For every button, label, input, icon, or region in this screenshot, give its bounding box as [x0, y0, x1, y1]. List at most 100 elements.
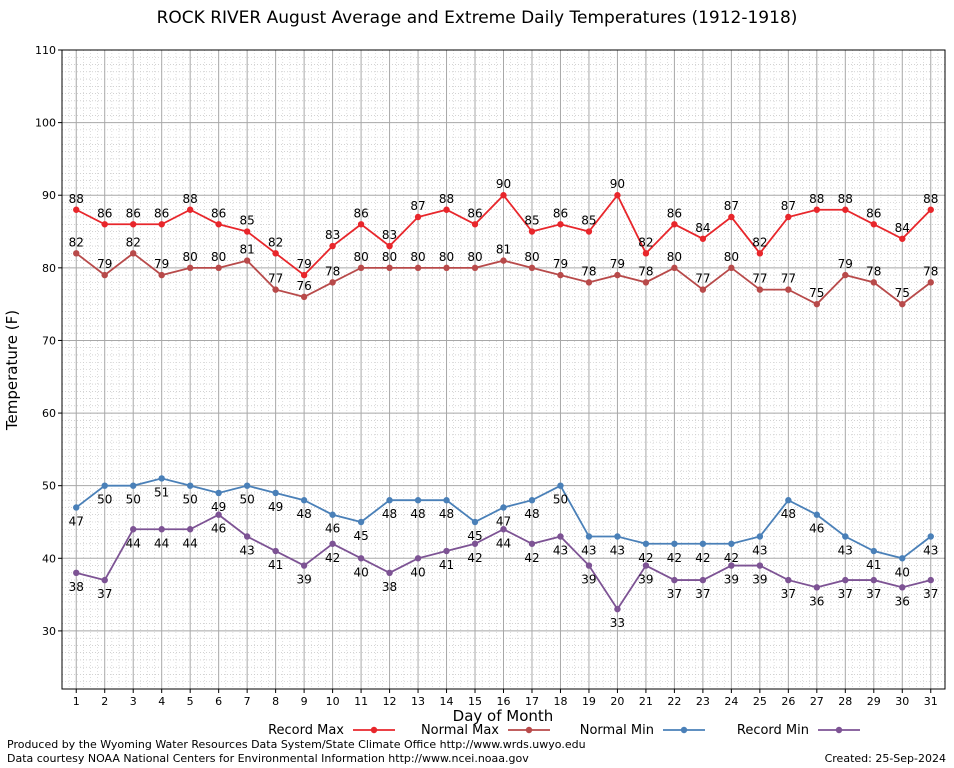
data-point — [73, 504, 80, 511]
data-point — [813, 300, 821, 308]
y-tick-label: 50 — [42, 480, 56, 493]
data-label: 39 — [724, 573, 739, 587]
legend-item-normal-max: Normal Max — [421, 723, 550, 738]
data-label: 46 — [211, 522, 226, 536]
data-label: 41 — [439, 558, 454, 572]
data-label: 79 — [838, 257, 853, 271]
data-label: 86 — [667, 206, 682, 220]
y-tick-label: 30 — [42, 625, 56, 638]
data-point — [500, 192, 507, 199]
data-label: 41 — [268, 558, 283, 572]
data-label: 88 — [809, 192, 824, 206]
legend-item-normal-min: Normal Min — [580, 723, 705, 738]
data-label: 86 — [353, 206, 368, 220]
data-label: 80 — [724, 250, 739, 264]
data-label: 77 — [752, 272, 767, 286]
data-label: 43 — [581, 544, 596, 558]
data-point — [272, 286, 279, 293]
data-point — [870, 221, 877, 228]
data-point — [101, 482, 108, 489]
data-point — [272, 250, 279, 257]
data-label: 47 — [496, 514, 511, 528]
data-point — [870, 547, 877, 555]
data-label: 37 — [866, 587, 881, 601]
x-tick-label: 13 — [411, 695, 425, 708]
data-label: 86 — [553, 206, 568, 220]
data-point — [215, 221, 222, 228]
x-tick-label: 27 — [810, 695, 824, 708]
data-point — [642, 562, 650, 569]
data-point — [443, 206, 450, 213]
legend-label: Record Max — [268, 723, 344, 738]
data-point — [243, 482, 251, 489]
y-tick-label: 110 — [35, 44, 56, 57]
data-point — [414, 213, 422, 221]
data-label: 87 — [781, 199, 796, 213]
data-label: 81 — [240, 243, 255, 257]
x-tick-label: 28 — [838, 695, 852, 708]
data-point — [73, 206, 80, 213]
data-label: 37 — [97, 587, 112, 601]
data-point — [357, 264, 365, 272]
data-label: 77 — [781, 272, 796, 286]
x-tick-label: 8 — [272, 695, 279, 708]
data-label: 80 — [439, 250, 454, 264]
data-point — [272, 489, 279, 497]
data-point — [927, 576, 934, 584]
data-point — [329, 511, 336, 518]
data-label: 86 — [467, 206, 482, 220]
data-point — [443, 547, 450, 555]
data-label: 78 — [325, 264, 340, 278]
data-label: 78 — [638, 264, 653, 278]
data-point — [243, 533, 251, 540]
data-point — [73, 569, 80, 577]
footer-produced-by: Produced by the Wyoming Water Resources … — [7, 738, 586, 751]
legend-item-record-max: Record Max — [268, 723, 395, 738]
data-label: 44 — [154, 536, 169, 550]
data-point — [414, 497, 422, 504]
x-tick-label: 20 — [610, 695, 624, 708]
data-point — [386, 569, 393, 577]
data-label: 49 — [268, 500, 283, 514]
data-label: 48 — [781, 507, 796, 521]
data-point — [728, 562, 735, 569]
data-label: 80 — [211, 250, 226, 264]
data-point — [728, 540, 735, 547]
data-label: 39 — [296, 573, 311, 587]
data-point — [756, 533, 764, 540]
data-label: 44 — [126, 536, 141, 550]
data-label: 37 — [667, 587, 682, 601]
data-label: 75 — [809, 286, 824, 300]
data-label: 78 — [923, 264, 938, 278]
data-point — [186, 526, 194, 533]
data-label: 88 — [923, 192, 938, 206]
data-label: 37 — [838, 587, 853, 601]
y-tick-label: 70 — [42, 334, 56, 347]
data-point — [471, 518, 479, 526]
x-tick-label: 16 — [497, 695, 511, 708]
x-tick-label: 23 — [696, 695, 710, 708]
data-point — [329, 242, 336, 250]
y-tick-label: 80 — [42, 262, 56, 275]
data-label: 50 — [97, 493, 112, 507]
x-tick-label: 17 — [525, 695, 539, 708]
x-tick-label: 24 — [724, 695, 738, 708]
data-label: 42 — [724, 551, 739, 565]
data-label: 39 — [752, 573, 767, 587]
data-label: 42 — [467, 551, 482, 565]
data-label: 81 — [496, 243, 511, 257]
data-label: 88 — [69, 192, 84, 206]
data-label: 80 — [183, 250, 198, 264]
data-label: 80 — [382, 250, 397, 264]
data-label: 84 — [695, 221, 710, 235]
data-label: 43 — [553, 544, 568, 558]
data-point — [300, 562, 308, 569]
data-label: 43 — [240, 544, 255, 558]
data-label: 84 — [895, 221, 910, 235]
data-point — [186, 482, 194, 489]
footer-created-date: Created: 25-Sep-2024 — [824, 752, 946, 765]
x-tick-label: 30 — [895, 695, 909, 708]
series-normal-max: 82 79 82 79 80 80 81 77 76 78 80 80 80 80 80 81 80 79 78 79… — [69, 235, 938, 308]
data-point — [300, 497, 308, 504]
